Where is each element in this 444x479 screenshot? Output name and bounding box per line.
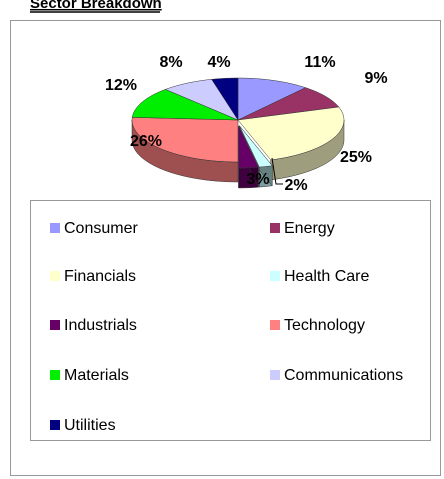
legend-label: Technology	[284, 317, 365, 334]
data-label: 25%	[340, 149, 372, 166]
legend-swatch	[50, 420, 60, 430]
legend-swatch	[270, 271, 280, 281]
legend-swatch	[270, 223, 280, 233]
legend-label: Energy	[284, 220, 335, 237]
legend-label: Utilities	[64, 417, 116, 434]
legend-swatch	[270, 370, 280, 380]
legend-label: Materials	[64, 367, 129, 384]
data-label: 11%	[304, 54, 335, 71]
leader-line	[271, 157, 283, 185]
legend-box	[30, 200, 431, 441]
pie-slice	[131, 117, 239, 163]
legend-label: Financials	[64, 268, 136, 285]
legend-label: Health Care	[284, 268, 369, 285]
data-label: 9%	[364, 70, 387, 87]
data-label: 2%	[284, 177, 307, 194]
pie-slice	[237, 77, 307, 121]
pie-slice	[238, 125, 259, 169]
data-label: 26%	[130, 133, 162, 150]
legend-swatch	[270, 320, 280, 330]
pie-slice	[237, 106, 345, 161]
pie-slice	[239, 125, 273, 168]
data-label: 3%	[246, 171, 269, 188]
legend-swatch	[50, 223, 60, 233]
data-label: 8%	[159, 54, 182, 71]
pie-slice	[211, 77, 239, 121]
pie-slice	[131, 89, 239, 121]
legend-swatch	[50, 320, 60, 330]
legend-label: Communications	[284, 367, 403, 384]
data-label: 4%	[207, 54, 230, 71]
pie-slice	[164, 79, 239, 121]
legend-swatch	[50, 370, 60, 380]
data-label: 12%	[105, 77, 137, 94]
legend-label: Consumer	[64, 220, 138, 237]
chart-title: Sector Breakdown	[30, 0, 162, 12]
legend-label: Industrials	[64, 317, 137, 334]
pie-slice	[237, 87, 340, 121]
legend-swatch	[50, 271, 60, 281]
